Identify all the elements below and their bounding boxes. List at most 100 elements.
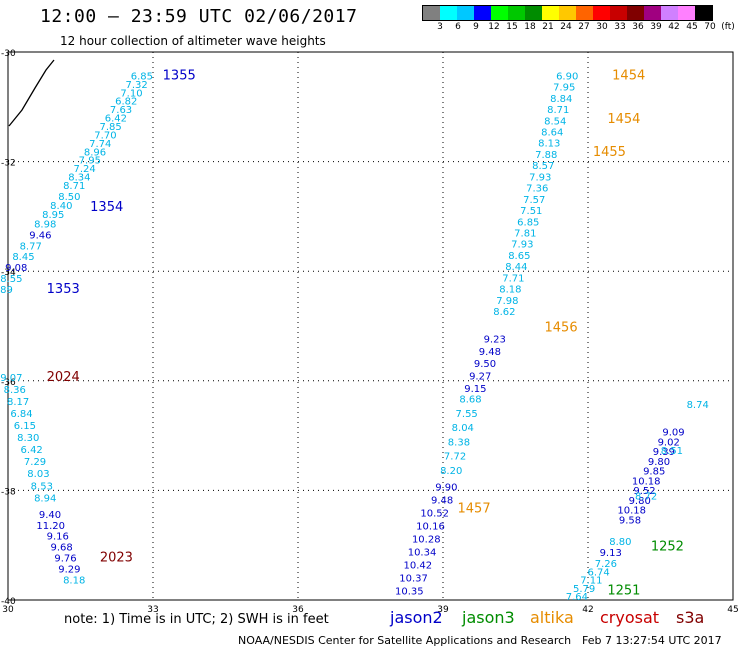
wave-height-value: 7.81 — [514, 228, 536, 239]
colorbar-label: 3 — [437, 22, 443, 32]
wave-height-value: 6.15 — [14, 421, 36, 432]
colorbar-swatch — [661, 6, 678, 20]
wave-height-value: 7.63 — [110, 105, 132, 116]
wave-height-value: 8.45 — [12, 252, 34, 263]
wave-height-value: 8.50 — [58, 192, 80, 203]
wave-height-value: 8.94 — [34, 493, 56, 504]
wave-height-value: 8.17 — [7, 397, 29, 408]
wave-height-value: 7.93 — [529, 172, 551, 183]
wave-height-value: 8.96 — [84, 147, 106, 158]
colorbar-swatch — [576, 6, 593, 20]
y-tick-label: -30 — [1, 49, 16, 59]
wave-height-value: 7.29 — [24, 457, 46, 468]
x-tick-label: 45 — [727, 605, 738, 615]
coastline — [8, 59, 55, 127]
pass-time-label: 1455 — [593, 145, 626, 160]
colorbar-label: 45 — [686, 22, 698, 32]
colorbar-swatch — [559, 6, 576, 20]
legend-cryosat: cryosat — [600, 608, 660, 627]
wave-height-value: 8.57 — [532, 161, 554, 172]
wave-height-value: 8.38 — [448, 437, 470, 448]
wave-height-value: 10.18 — [617, 506, 646, 517]
wave-height-value: 7.93 — [511, 240, 533, 251]
wave-height-value: 7.11 — [580, 576, 602, 587]
wave-height-value: 6.85 — [131, 71, 153, 82]
wave-height-value: 6.82 — [115, 97, 137, 108]
colorbar-label: 36 — [632, 22, 644, 32]
wave-height-value: 8.74 — [687, 400, 709, 411]
wave-height-value: 7.71 — [502, 273, 524, 284]
y-tick-label: -32 — [1, 159, 16, 169]
colorbar-swatch — [610, 6, 627, 20]
colorbar-label: 21 — [542, 22, 554, 32]
colorbar-labels: 3 6 9 12 15 18 21 24 27 30 33 36 39 42 45 70 (ft) — [422, 22, 735, 36]
wave-height-value: 7.10 — [120, 88, 142, 99]
wave-height-value: 9.46 — [29, 230, 51, 241]
colorbar-label: 12 — [488, 22, 500, 32]
wave-height-value: 9.40 — [39, 510, 61, 521]
wave-height-value: 7.88 — [535, 150, 557, 161]
y-tick-label: -40 — [1, 597, 16, 607]
colorbar-label: 15 — [506, 22, 518, 32]
wave-height-value: 7.26 — [595, 559, 617, 570]
x-tick-label: 36 — [292, 605, 304, 615]
colorbar-swatch — [491, 6, 508, 20]
colorbar-label: 18 — [524, 22, 536, 32]
pass-time-label: 1353 — [47, 282, 80, 297]
colorbar-label: 27 — [578, 22, 590, 32]
wave-height-value: 9.90 — [435, 482, 457, 493]
pass-time-label: 1454 — [612, 68, 645, 83]
wave-height-value: 10.34 — [408, 547, 437, 558]
wave-height-value: 10.16 — [416, 521, 445, 532]
wave-height-value: 6.42 — [21, 445, 43, 456]
wave-height-value: 9.48 — [431, 495, 453, 506]
wave-height-value: 7.95 — [553, 83, 575, 94]
wave-height-value: 9.07 — [0, 373, 22, 384]
legend-jason3: jason3 — [462, 608, 515, 627]
y-tick-label: -36 — [1, 378, 16, 388]
pass-time-label: 1456 — [545, 320, 578, 335]
wave-height-value: 8.20 — [440, 466, 462, 477]
colorbar-swatch — [423, 6, 440, 20]
wave-height-value: 8.04 — [452, 423, 474, 434]
wave-height-value: 10.42 — [403, 560, 432, 571]
legend-jason2: jason2 — [390, 608, 443, 627]
colorbar — [422, 5, 713, 21]
wave-height-value: 8.80 — [609, 537, 631, 548]
wave-height-value: 6.90 — [556, 71, 578, 82]
wave-height-value: 9.13 — [600, 548, 622, 559]
wave-height-value: 9.29 — [58, 565, 80, 576]
wave-height-value: 8.18 — [499, 285, 521, 296]
wave-height-value: 7.32 — [126, 80, 148, 91]
wave-height-value: 9.08 — [5, 263, 27, 274]
x-tick-label: 42 — [582, 605, 593, 615]
pass-time-label: 1454 — [607, 112, 640, 127]
wave-height-value: 8.36 — [4, 385, 26, 396]
wave-height-value: 7.74 — [89, 139, 111, 150]
wave-height-value: 8.13 — [538, 139, 560, 150]
wave-height-value: 6.42 — [105, 114, 127, 125]
wave-height-value: 8.77 — [20, 241, 42, 252]
wave-height-value: 8.72 — [635, 492, 657, 503]
wave-height-value: 9.23 — [484, 334, 506, 345]
wave-height-value: 8.84 — [550, 94, 572, 105]
wave-height-value: 9.76 — [54, 554, 76, 565]
pass-time-label: 1457 — [458, 501, 491, 516]
wave-height-value: 7.51 — [520, 206, 542, 217]
wave-height-value: 8.68 — [459, 395, 481, 406]
pass-time-label: 1354 — [90, 200, 123, 215]
wave-height-value: 7.89 — [0, 285, 13, 296]
colorbar-label: 33 — [614, 22, 626, 32]
legend-note: note: 1) Time is in UTC; 2) SWH is in fe… — [64, 612, 329, 627]
wave-height-value: 10.35 — [395, 587, 424, 598]
colorbar-label: 42 — [668, 22, 680, 32]
y-tick-label: -38 — [1, 487, 16, 497]
wave-height-value: 8.30 — [17, 433, 39, 444]
colorbar-swatch — [457, 6, 474, 20]
colorbar-swatch — [627, 6, 644, 20]
wave-height-value: 9.80 — [629, 496, 651, 507]
wave-height-value: 8.51 — [661, 446, 683, 457]
wave-height-value: 9.39 — [653, 447, 675, 458]
wave-height-value: 7.24 — [73, 164, 95, 175]
